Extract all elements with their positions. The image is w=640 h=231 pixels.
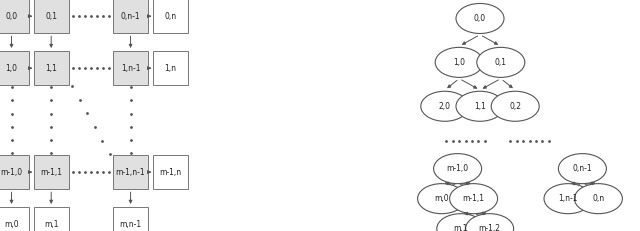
FancyBboxPatch shape [0, 0, 29, 33]
FancyBboxPatch shape [0, 51, 29, 85]
Ellipse shape [435, 47, 483, 77]
Text: m-1,n-1: m-1,n-1 [116, 168, 145, 176]
FancyBboxPatch shape [0, 207, 29, 231]
Text: 0,1: 0,1 [495, 58, 507, 67]
FancyBboxPatch shape [153, 51, 188, 85]
FancyBboxPatch shape [113, 155, 148, 189]
Ellipse shape [417, 184, 466, 214]
Ellipse shape [436, 214, 485, 231]
FancyBboxPatch shape [34, 155, 69, 189]
FancyBboxPatch shape [34, 207, 69, 231]
Ellipse shape [456, 91, 504, 121]
Text: m-1,2: m-1,2 [479, 224, 500, 231]
Text: m-1,0: m-1,0 [447, 164, 468, 173]
Text: m,0: m,0 [435, 194, 449, 203]
Ellipse shape [575, 184, 623, 214]
Text: m-1,0: m-1,0 [1, 168, 22, 176]
Ellipse shape [477, 47, 525, 77]
Text: 0,n: 0,n [164, 12, 176, 21]
Ellipse shape [558, 154, 607, 184]
FancyBboxPatch shape [113, 51, 148, 85]
Text: 0,n-1: 0,n-1 [121, 12, 140, 21]
Text: 0,2: 0,2 [509, 102, 521, 111]
Text: 0,0: 0,0 [6, 12, 17, 21]
FancyBboxPatch shape [34, 51, 69, 85]
Text: 1,1: 1,1 [474, 102, 486, 111]
Ellipse shape [492, 91, 539, 121]
FancyBboxPatch shape [0, 155, 29, 189]
Text: m,n-1: m,n-1 [120, 220, 141, 228]
Text: 0,n-1: 0,n-1 [573, 164, 592, 173]
Text: m,0: m,0 [4, 220, 19, 228]
Text: 1,0: 1,0 [6, 64, 17, 73]
Text: 2,0: 2,0 [439, 102, 451, 111]
Text: 1,n-1: 1,n-1 [558, 194, 578, 203]
FancyBboxPatch shape [113, 0, 148, 33]
Text: 1,n: 1,n [164, 64, 176, 73]
Ellipse shape [466, 214, 514, 231]
Text: 0,1: 0,1 [45, 12, 57, 21]
FancyBboxPatch shape [153, 155, 188, 189]
Text: 1,n-1: 1,n-1 [121, 64, 140, 73]
Text: m,1: m,1 [454, 224, 468, 231]
Ellipse shape [450, 184, 498, 214]
Ellipse shape [434, 154, 481, 184]
Text: 0,n: 0,n [593, 194, 604, 203]
Text: m,1: m,1 [44, 220, 58, 228]
Text: 0,0: 0,0 [474, 14, 486, 23]
Ellipse shape [421, 91, 469, 121]
Text: m-1,1: m-1,1 [40, 168, 62, 176]
Ellipse shape [544, 184, 592, 214]
FancyBboxPatch shape [113, 207, 148, 231]
Ellipse shape [456, 3, 504, 33]
Text: 1,0: 1,0 [453, 58, 465, 67]
Text: 1,1: 1,1 [45, 64, 57, 73]
FancyBboxPatch shape [153, 0, 188, 33]
Text: m-1,1: m-1,1 [463, 194, 484, 203]
Text: m-1,n: m-1,n [159, 168, 181, 176]
FancyBboxPatch shape [34, 0, 69, 33]
